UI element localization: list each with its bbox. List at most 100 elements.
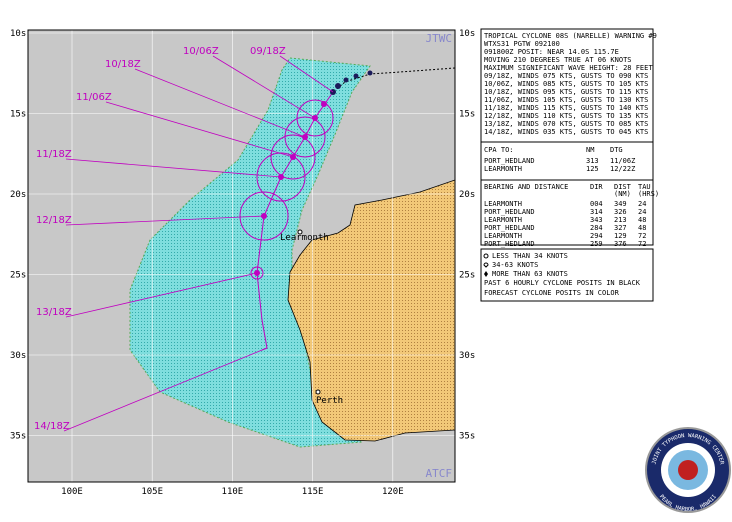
bearing-cell: LEARMONTH xyxy=(484,232,522,240)
track-label: 10/06Z xyxy=(183,46,219,57)
warning-line: 09/18Z, WINDS 075 KTS, GUSTS TO 090 KTS xyxy=(484,72,648,80)
cpa-cell: LEARMONTH xyxy=(484,165,522,173)
lat-label: 15s xyxy=(459,110,475,120)
logo: JOINT TYPHOON WARNING CENTER PEARL HARBO… xyxy=(645,427,731,513)
label-leaders xyxy=(63,55,334,432)
lat-label: 35s xyxy=(459,432,475,442)
lat-label: 20s xyxy=(10,190,26,200)
lat-label: 10s xyxy=(459,29,475,39)
bearing-cell: 259 xyxy=(590,240,603,248)
warning-line: 10/18Z, WINDS 095 KTS, GUSTS TO 115 KTS xyxy=(484,88,648,96)
land xyxy=(287,179,455,442)
lon-label: 100E xyxy=(61,487,83,497)
bearing-subheader: (NM) xyxy=(614,190,631,198)
bearing-cell: 314 xyxy=(590,208,603,216)
lon-label: 115E xyxy=(302,487,324,497)
warning-line: WTXS31 PGTW 092100 xyxy=(484,40,560,48)
bearing-cell: 24 xyxy=(638,200,646,208)
bearing-header: TAU xyxy=(638,183,651,191)
bearing-cell: 48 xyxy=(638,224,646,232)
warning-line: 14/18Z, WINDS 035 KTS, GUSTS TO 045 KTS xyxy=(484,128,648,136)
track-label: 10/18Z xyxy=(105,59,141,70)
source-label: ATCF xyxy=(426,467,453,480)
bearing-subheader: (HRS) xyxy=(638,190,659,198)
bearing-cell: 294 xyxy=(590,232,603,240)
bearing-header: DIST xyxy=(614,183,632,191)
lon-label: 105E xyxy=(141,487,163,497)
lat-label: 30s xyxy=(10,351,26,361)
bearing-cell: PORT_HEDLAND xyxy=(484,224,535,232)
place-label: Learmonth xyxy=(280,233,329,243)
warning-line: TROPICAL CYCLONE 08S (NARELLE) WARNING #… xyxy=(484,32,657,40)
bearing-cell: 213 xyxy=(614,216,627,224)
cpa-header: NM xyxy=(586,146,594,154)
warning-line: 091800Z POSIT: NEAR 14.0S 115.7E xyxy=(484,48,619,56)
track-label: 14/18Z xyxy=(34,421,70,432)
legend-note: FORECAST CYCLONE POSITS IN COLOR xyxy=(484,289,620,297)
legend-item: MORE THAN 63 KNOTS xyxy=(492,270,568,278)
warning-line: 11/06Z, WINDS 105 KTS, GUSTS TO 130 KTS xyxy=(484,96,648,104)
lat-label: 20s xyxy=(459,190,475,200)
cpa-cell: 12/22Z xyxy=(610,165,635,173)
leader xyxy=(212,55,316,119)
lat-label: 35s xyxy=(10,432,26,442)
track-label: 11/18Z xyxy=(36,149,72,160)
leader xyxy=(65,272,258,318)
bearing-cell: LEARMONTH xyxy=(484,200,522,208)
bearing-cell: 327 xyxy=(614,224,627,232)
lon-label: 120E xyxy=(382,487,404,497)
track-label: 09/18Z xyxy=(250,46,286,57)
leader xyxy=(65,215,265,226)
bearing-cell: 343 xyxy=(590,216,603,224)
leader xyxy=(279,55,334,93)
lat-label: 10s xyxy=(10,29,26,39)
bearing-cell: 349 xyxy=(614,200,627,208)
track-label: 11/06Z xyxy=(76,92,112,103)
cpa-cell: 125 xyxy=(586,165,599,173)
place-label: Perth xyxy=(316,396,343,406)
leader xyxy=(105,101,294,158)
bearing-cell: 24 xyxy=(638,208,646,216)
warning-line: 11/18Z, WINDS 115 KTS, GUSTS TO 140 KTS xyxy=(484,104,648,112)
track-label: 12/18Z xyxy=(36,215,72,226)
cpa-cell: 11/06Z xyxy=(610,157,635,165)
lon-label: 110E xyxy=(222,487,244,497)
warning-box: TROPICAL CYCLONE 08S (NARELLE) WARNING #… xyxy=(480,28,659,248)
warning-line: MOVING 210 DEGREES TRUE AT 06 KNOTS xyxy=(484,56,632,64)
bearing-header: DIR xyxy=(590,183,603,191)
legend-item: 34-63 KNOTS xyxy=(492,261,538,269)
bearing-cell: 129 xyxy=(614,232,627,240)
bearing-cell: 72 xyxy=(638,232,646,240)
warning-line: 13/18Z, WINDS 070 KTS, GUSTS TO 085 KTS xyxy=(484,120,648,128)
lat-label: 25s xyxy=(459,271,475,281)
leader xyxy=(65,158,282,178)
cpa-header: DTG xyxy=(610,146,623,154)
lat-label: 15s xyxy=(10,110,26,120)
graticule xyxy=(28,30,455,482)
lat-label: 30s xyxy=(459,351,475,361)
bearing-cell: 72 xyxy=(638,240,646,248)
bearing-cell: 376 xyxy=(614,240,627,248)
cpa-cell: PORT_HEDLAND xyxy=(484,157,535,165)
forecast-track xyxy=(256,91,334,351)
learmonth-dot xyxy=(297,229,303,235)
map-frame xyxy=(27,29,456,483)
bearing-cell: 284 xyxy=(590,224,603,232)
perth-dot xyxy=(315,389,321,395)
track-label: 13/18Z xyxy=(36,307,72,318)
bearing-cell: PORT_HEDLAND xyxy=(484,208,535,216)
legend-item: LESS THAN 34 KNOTS xyxy=(492,252,568,260)
bearing-cell: 326 xyxy=(614,208,627,216)
danger-area xyxy=(129,57,371,448)
leader xyxy=(63,347,268,432)
bearing-cell: 004 xyxy=(590,200,603,208)
source-label: JTWC xyxy=(426,32,453,45)
past-posits xyxy=(330,70,373,95)
warning-line: 12/18Z, WINDS 110 KTS, GUSTS TO 135 KTS xyxy=(484,112,648,120)
cpa-cell: 313 xyxy=(586,157,599,165)
wind-radii xyxy=(239,99,334,280)
leader xyxy=(134,68,306,138)
map: Learmonth Perth JTWC ATCF xyxy=(28,30,455,482)
